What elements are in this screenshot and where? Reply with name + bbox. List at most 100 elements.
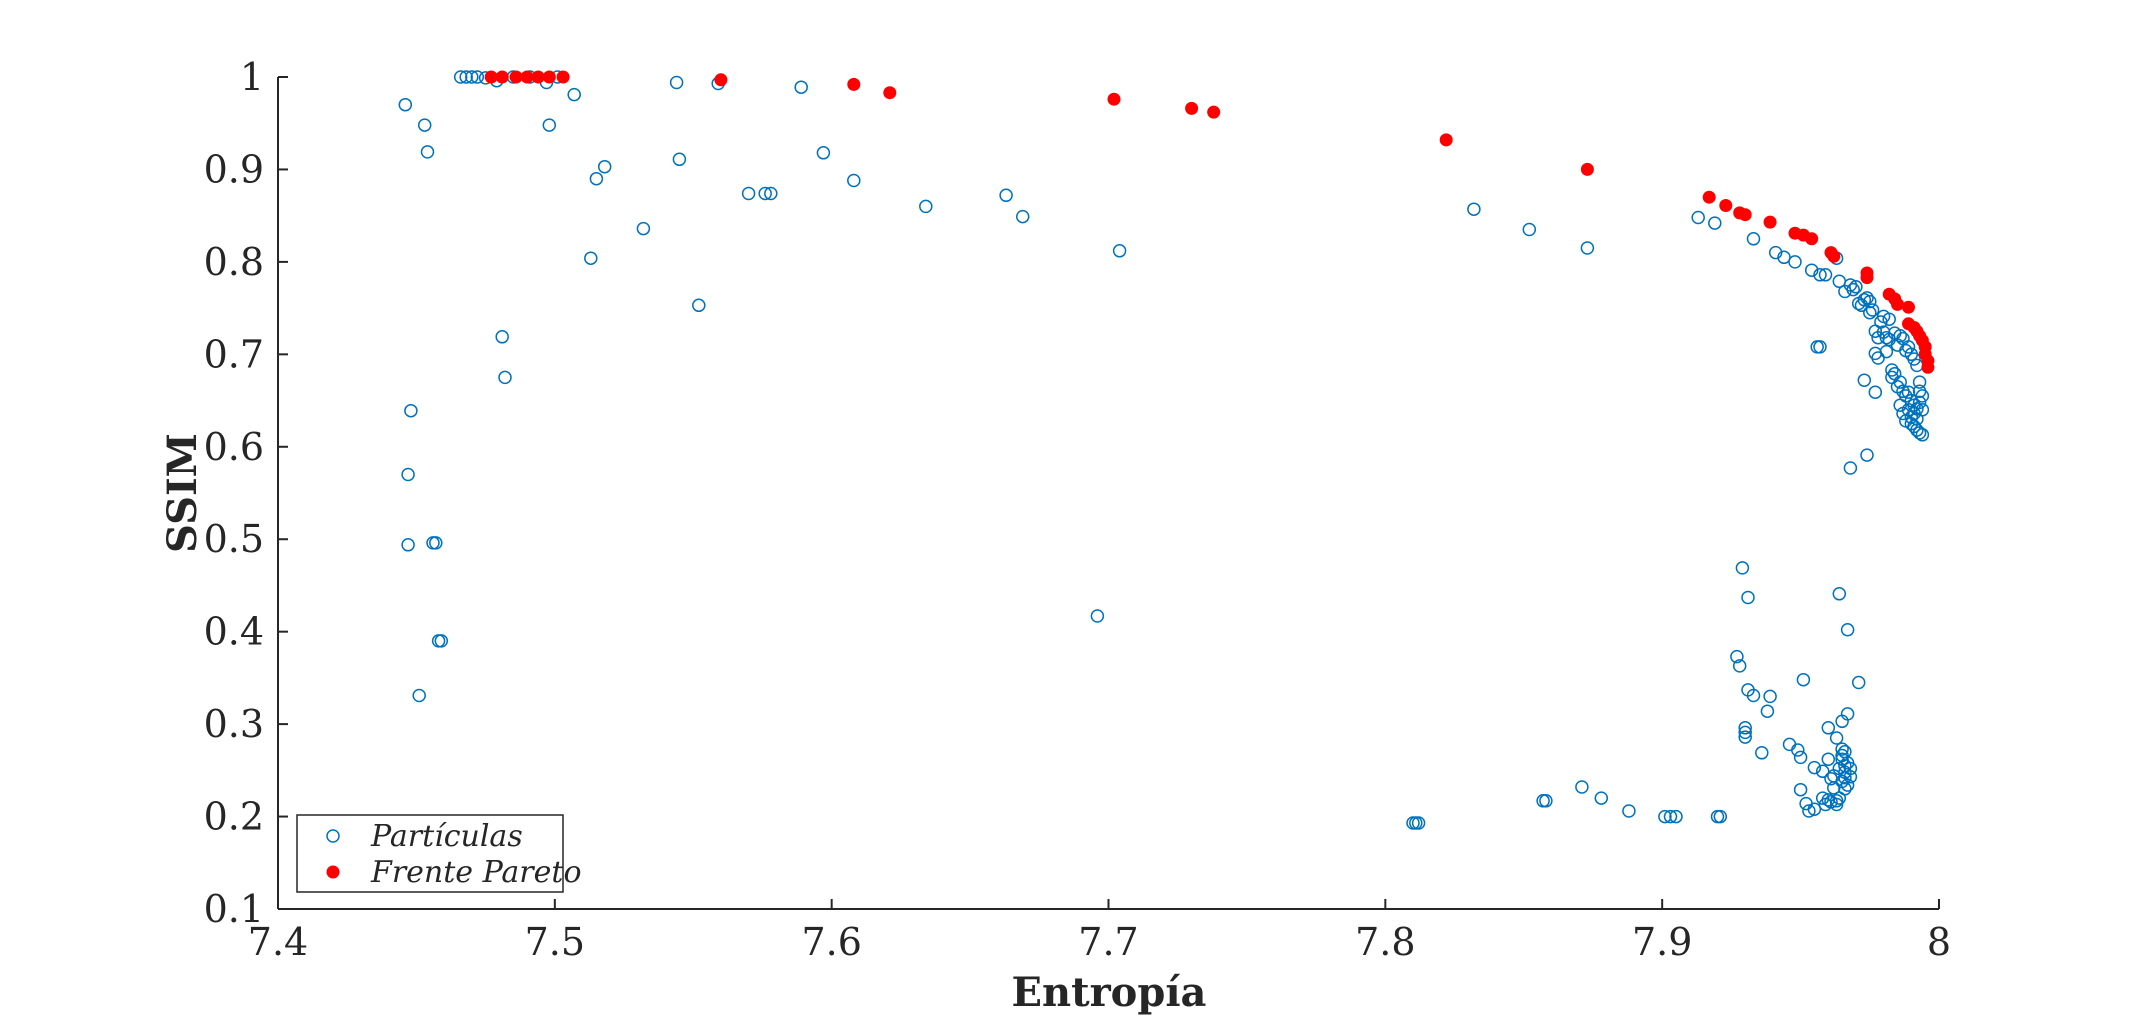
y-tick-label: 0.6 — [204, 425, 264, 469]
pareto-point — [714, 73, 728, 87]
pareto-point — [883, 86, 897, 100]
particle-point — [636, 221, 651, 236]
particle-point — [1912, 395, 1927, 410]
particle-point — [1746, 232, 1761, 246]
particle-point — [1090, 609, 1105, 623]
pareto-point — [1185, 101, 1199, 115]
particle-point — [470, 70, 485, 84]
particle-point — [1912, 426, 1927, 440]
x-tick-label: 7.8 — [1355, 920, 1415, 964]
legend-marker-frente-pareto — [326, 865, 340, 879]
particle-point — [1857, 373, 1872, 387]
particle-point — [542, 118, 557, 132]
pareto-point — [1719, 199, 1733, 212]
particle-point — [1871, 351, 1885, 365]
particle-point — [1594, 791, 1609, 805]
particle-point — [426, 536, 440, 550]
particle-point — [1658, 809, 1672, 824]
y-tick-label: 0.1 — [204, 887, 264, 931]
particle-point — [1840, 623, 1855, 637]
particle-point — [1815, 791, 1830, 805]
particle-point — [1763, 689, 1777, 704]
particle-point — [1832, 587, 1847, 601]
pareto-point — [1921, 360, 1935, 374]
particle-point — [420, 145, 435, 159]
pareto-point — [1763, 215, 1777, 229]
particle-point — [741, 186, 756, 201]
x-tick-label: 7.6 — [801, 920, 861, 964]
particle-point — [1829, 731, 1844, 745]
particle-point — [1015, 209, 1030, 224]
pareto-point — [1860, 271, 1874, 285]
particle-point — [1813, 340, 1827, 354]
particle-point — [404, 403, 418, 418]
particle-point — [431, 634, 446, 648]
y-tick-label: 0.9 — [204, 147, 264, 191]
particle-point — [1893, 375, 1907, 389]
pareto-point — [1805, 232, 1819, 246]
particle-point — [434, 634, 449, 648]
particle-point — [764, 186, 778, 201]
particle-point — [919, 199, 933, 214]
particle-point — [1846, 282, 1860, 297]
pareto-point — [1439, 133, 1453, 147]
particle-point — [794, 80, 808, 94]
pareto-point — [1902, 300, 1915, 314]
particle-point — [1901, 385, 1916, 399]
particle-point — [1821, 752, 1836, 766]
legend-label-particulas: Partículas — [370, 819, 523, 854]
particle-point — [1760, 704, 1775, 718]
particle-point — [1738, 721, 1752, 735]
x-tick-label: 7.5 — [525, 920, 585, 964]
particle-point — [669, 75, 684, 90]
particle-point — [1467, 202, 1481, 216]
particle-point — [459, 70, 473, 84]
particle-point — [692, 298, 706, 313]
x-axis-title: Entropía — [1012, 969, 1207, 1016]
particle-point — [589, 171, 604, 186]
particle-point — [1885, 363, 1899, 377]
particle-point — [1863, 294, 1877, 309]
particle-point — [401, 538, 415, 552]
x-tick-label: 7.9 — [1632, 920, 1692, 964]
particle-point — [417, 118, 432, 132]
particle-point — [1669, 809, 1683, 824]
particle-point — [1782, 737, 1797, 752]
data-points — [398, 70, 1935, 830]
particle-point — [1838, 782, 1852, 796]
particle-point — [847, 173, 861, 188]
particle-point — [1708, 216, 1722, 230]
particle-point — [1857, 293, 1872, 307]
particle-point — [1860, 448, 1874, 462]
y-tick-label: 0.2 — [204, 795, 264, 839]
particle-point — [1793, 750, 1808, 765]
particle-point — [1710, 809, 1725, 824]
particle-point — [1755, 746, 1769, 760]
particle-point — [1829, 794, 1844, 808]
particle-point — [1829, 797, 1844, 812]
axes — [277, 77, 1939, 910]
legend-label-frente-pareto: Frente Pareto — [370, 855, 582, 890]
particle-point — [1843, 461, 1858, 475]
particle-point — [758, 186, 772, 201]
particle-point — [1838, 745, 1852, 759]
particle-point — [1821, 721, 1836, 735]
pareto-point — [520, 70, 534, 84]
particle-point — [1788, 255, 1802, 269]
particle-point — [1575, 780, 1589, 794]
particle-point — [1915, 403, 1930, 417]
pareto-point — [509, 70, 523, 84]
particle-point — [1799, 796, 1813, 811]
particle-point — [1915, 428, 1930, 442]
series-particulas — [398, 70, 1930, 830]
particle-point — [1793, 782, 1808, 797]
particle-point — [1849, 280, 1863, 294]
pareto-point — [1580, 162, 1594, 176]
pareto-point — [495, 70, 509, 84]
x-tick-label: 7.4 — [248, 920, 308, 964]
particle-point — [1901, 340, 1916, 354]
particle-point — [1746, 688, 1761, 703]
particle-point — [1818, 268, 1833, 282]
particle-point — [1879, 344, 1894, 359]
particle-point — [1580, 241, 1595, 255]
